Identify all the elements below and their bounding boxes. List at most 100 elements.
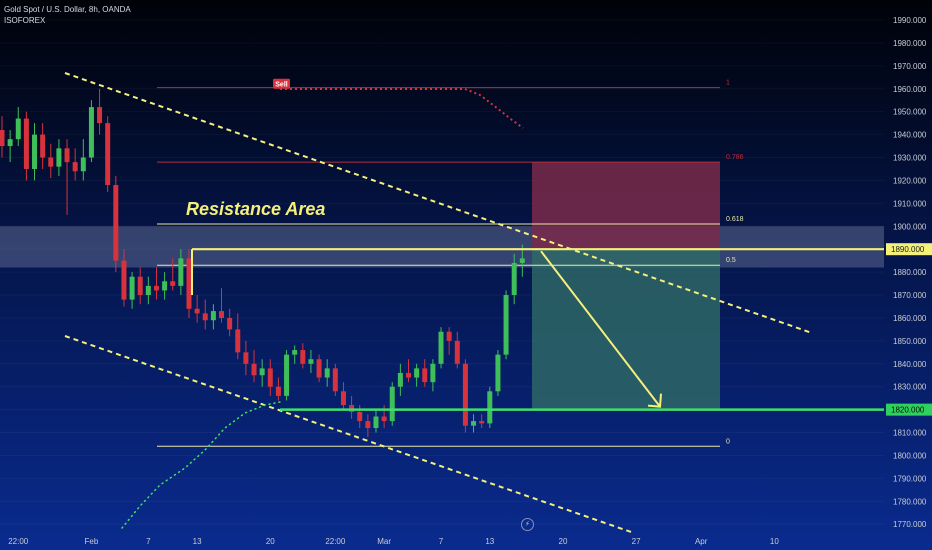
stop-loss-zone: [532, 162, 720, 250]
time-tick-label: Apr: [695, 537, 708, 546]
price-tick-label: 1940.000: [893, 131, 927, 140]
candle-body: [479, 421, 485, 424]
price-badge-bg: [886, 403, 932, 416]
candle-body: [145, 285, 151, 296]
time-tick-label: Feb: [85, 537, 99, 546]
candle-body: [7, 139, 13, 147]
price-tick-label: 1960.000: [893, 85, 927, 94]
candle-body: [284, 354, 290, 396]
candle-body: [430, 363, 436, 383]
candle-body: [340, 391, 346, 406]
candle-body: [454, 340, 460, 364]
price-tick-label: 1770.000: [893, 520, 927, 529]
candle-body: [80, 157, 86, 172]
price-tick-label: 1910.000: [893, 199, 927, 208]
candle-body: [15, 118, 21, 140]
candle-body: [446, 331, 452, 341]
fib-level-label: 0.618: [726, 216, 744, 223]
candle-body: [471, 421, 477, 426]
candle-body: [40, 134, 46, 158]
fib-level-label: 1: [726, 80, 730, 87]
price-axis[interactable]: 1770.000 1780.000 1790.000 1800.000 1810.000…: [886, 16, 932, 529]
candle-body: [324, 368, 330, 378]
time-tick-label: 27: [632, 537, 641, 546]
fib-level-label: 0.786: [726, 154, 744, 161]
time-tick-label: 7: [146, 537, 151, 546]
price-tick-label: 1880.000: [893, 268, 927, 277]
time-tick-label: 13: [193, 537, 202, 546]
time-tick-label: 22:00: [325, 537, 346, 546]
lower-trendline[interactable]: [64, 335, 635, 534]
price-tick-label: 1860.000: [893, 314, 927, 323]
candle-body: [129, 276, 135, 300]
arrow-head-icon: [647, 393, 662, 408]
projection-arrow[interactable]: [540, 250, 661, 408]
candle-body: [178, 258, 184, 286]
candle-body: [292, 350, 298, 355]
candle-body: [259, 368, 265, 376]
time-tick-label: 20: [266, 537, 275, 546]
take-profit-zone: [532, 249, 720, 410]
price-badge-label: 1820.000: [891, 406, 925, 415]
price-tick-label: 1850.000: [893, 337, 927, 346]
candle-body: [105, 123, 111, 186]
candle-body: [235, 329, 241, 353]
candle-body: [422, 368, 428, 383]
annotations-layer[interactable]: Sell: [191, 78, 884, 411]
time-tick-label: 20: [559, 537, 568, 546]
price-tick-label: 1990.000: [893, 16, 927, 25]
resistance-area-band: [0, 226, 884, 268]
candle-body: [487, 391, 493, 424]
time-axis[interactable]: 22:00 Feb 7 13 20 22:00 Mar 7 13 20 27 Apr 10: [8, 537, 779, 546]
candle-body: [275, 386, 281, 396]
fibonacci-retracement[interactable]: 1 0.786 0.618 0.5 0: [157, 80, 744, 447]
candle-body: [170, 281, 176, 286]
candle-body: [519, 258, 525, 263]
candle-body: [300, 350, 306, 364]
sell-tag-badge: [273, 78, 290, 89]
grid: [0, 19, 884, 525]
candle-body: [251, 363, 257, 376]
price-tick-label: 1930.000: [893, 154, 927, 163]
price-badge[interactable]: 1890.000: [886, 243, 932, 256]
price-badge[interactable]: 1820.000: [886, 403, 932, 416]
sell-tag-label: Sell: [275, 81, 288, 88]
price-tick-label: 1840.000: [893, 360, 927, 369]
candle-body: [219, 311, 225, 318]
time-tick-label: Mar: [377, 537, 391, 546]
candle-body: [194, 308, 200, 314]
candle-body: [202, 313, 208, 321]
sell-signal-tag[interactable]: Sell: [273, 78, 290, 89]
sell-signal-line: [280, 88, 524, 129]
candle-body: [210, 311, 216, 321]
author-name: ISOFOREX: [4, 16, 46, 25]
candle-body: [0, 130, 5, 147]
candle-body: [406, 372, 411, 378]
price-tick-label: 1980.000: [893, 39, 927, 48]
lightning-icon[interactable]: ⚡: [521, 518, 534, 531]
candle-body: [88, 107, 94, 158]
price-tick-label: 1920.000: [893, 176, 927, 185]
candle-body: [153, 285, 159, 291]
candle-body: [121, 260, 127, 300]
price-tick-label: 1870.000: [893, 291, 927, 300]
candle-body: [23, 118, 29, 169]
candle-body: [186, 258, 192, 309]
upper-trendline[interactable]: [64, 72, 813, 334]
candle-body: [389, 386, 395, 422]
candle-body: [267, 368, 273, 387]
time-tick-label: 22:00: [8, 537, 29, 546]
fib-level-label: 0.5: [726, 257, 736, 264]
price-badge-label: 1890.000: [891, 245, 925, 254]
candle-body: [64, 148, 70, 163]
candle-body: [365, 421, 371, 428]
candle-body: [373, 416, 379, 428]
time-tick-label: 10: [770, 537, 779, 546]
candle-body: [97, 107, 103, 124]
trend-channel[interactable]: [64, 72, 813, 534]
candle-body: [32, 134, 38, 169]
candle-body: [162, 281, 168, 291]
time-tick-label: 7: [439, 537, 444, 546]
